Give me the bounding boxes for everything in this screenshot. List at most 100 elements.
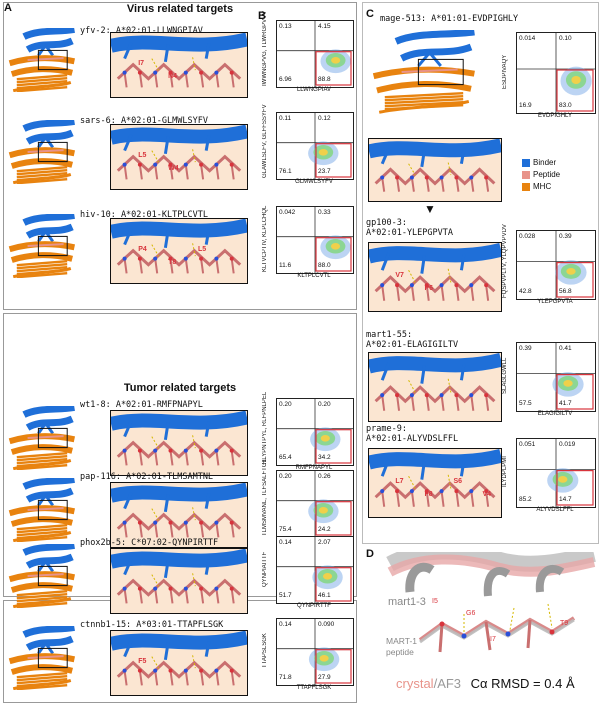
- flow-plot-frame: [516, 342, 596, 412]
- zoom-pap-116: [110, 482, 248, 548]
- q-lower-right: 41.7: [559, 400, 572, 407]
- structure-sars-6: [8, 120, 76, 184]
- flow-plot-frame: [516, 32, 596, 114]
- plot-y-label: SLAGLGWLL: [502, 357, 508, 395]
- zoom-mage-513: [368, 138, 502, 202]
- zoom-hiv-10: P4 T8 L5: [110, 218, 248, 284]
- panel-d-res-t9: T9: [560, 620, 569, 627]
- q-upper-right: 4.15: [318, 23, 331, 30]
- target-label-phox2b-5: phox2b-5: C*07:02-QYNPIRTTF: [80, 538, 219, 548]
- panel-d-peptide-label: MART-1 peptide: [386, 636, 417, 658]
- residue-label: I7: [138, 59, 145, 67]
- structure-hiv-10: [8, 214, 76, 278]
- q-lower-right: 14.7: [559, 496, 572, 503]
- panel-d-peptide-line1: MART-1: [386, 636, 418, 646]
- q-upper-left: 0.028: [519, 233, 536, 240]
- q-lower-left: 85.2: [519, 496, 532, 503]
- q-upper-left: 0.014: [519, 35, 536, 42]
- residue-label: F5: [138, 657, 147, 665]
- plot-y-label: IWWNGPVG, TLWRGPVVV: [262, 10, 268, 86]
- plot-y-label: TLMSMVANL, TLFSALFTGL: [262, 459, 268, 536]
- legend-item-peptide: Peptide: [522, 170, 560, 179]
- q-lower-right: 88.8: [318, 76, 331, 83]
- plot-x-label: ELAGIGILTV: [537, 411, 573, 417]
- plot-y-label: ESDPIVAQY: [502, 54, 508, 90]
- panel-d-caption: crystal/AF3 Cα RMSD = 0.4 Å: [396, 676, 575, 691]
- panel-d-binder-label: mart1-3: [388, 596, 426, 608]
- residue-label: F8: [424, 491, 433, 499]
- q-lower-left: 6.96: [279, 76, 292, 83]
- q-lower-right: 23.7: [318, 168, 331, 175]
- residue-label: V7: [395, 271, 404, 279]
- plot-x-label: GLMWLSYFV: [295, 179, 333, 185]
- target-label-gp100-3-name: gp100-3:: [366, 218, 407, 228]
- q-upper-right: 0.33: [318, 209, 331, 216]
- residue-label: V4: [482, 491, 492, 499]
- panel-label-b: B: [258, 10, 266, 22]
- flow-plot-frame: [276, 112, 354, 180]
- q-upper-right: 0.12: [318, 115, 331, 122]
- q-upper-left: 0.14: [279, 621, 292, 628]
- af3-text: AF3: [437, 676, 462, 691]
- sep-text: /: [433, 676, 438, 691]
- panel-label-a: A: [4, 2, 12, 14]
- plot-x-label: QYNPIRTTF: [297, 603, 331, 609]
- q-upper-left: 0.20: [279, 473, 292, 480]
- residue-label: L7: [395, 477, 404, 485]
- q-lower-right: 88.0: [318, 262, 331, 269]
- target-label-pap-116: pap-116: A*02:01-TLMSAMTNL: [80, 472, 214, 482]
- panel-d-structure: [386, 552, 596, 653]
- q-upper-left: 0.20: [279, 401, 292, 408]
- panel-d-peptide-line2: peptide: [386, 647, 414, 657]
- target-label-prame-9-name: prame-9:: [366, 424, 407, 434]
- zoom-sars-6: L5 W4: [110, 124, 248, 190]
- flow-plot-frame: [516, 230, 596, 300]
- q-upper-left: 0.042: [279, 209, 296, 216]
- q-lower-right: 24.2: [318, 526, 331, 533]
- target-label-hiv-10: hiv-10: A*02:01-KLTPLCVTL: [80, 210, 208, 220]
- residue-label: P4: [138, 245, 147, 253]
- q-lower-left: 65.4: [279, 454, 292, 461]
- q-lower-left: 71.8: [279, 674, 292, 681]
- q-lower-left: 42.8: [519, 288, 532, 295]
- zoom-prame-9: L7 F8 S6 V4: [368, 448, 502, 518]
- flow-plot-frame: [276, 20, 354, 88]
- zoom-wt1-8: [110, 410, 248, 476]
- target-label-yfv-2: yfv-2: A*02:01-LLWNGPIAV: [80, 26, 203, 36]
- q-lower-left: 16.9: [519, 102, 532, 109]
- structure-mage-513: [372, 30, 475, 114]
- panel-label-d: D: [366, 548, 374, 560]
- q-lower-right: 34.2: [318, 454, 331, 461]
- residue-label: P6: [424, 285, 433, 293]
- q-upper-right: 2.07: [318, 539, 331, 546]
- structure-wt1-8: [8, 406, 76, 470]
- tumor-group-title: Tumor related targets: [123, 382, 237, 394]
- flow-plot-frame: [516, 438, 596, 508]
- target-label-mart1-55-sequence: A*02:01-ELAGIGILTV: [366, 340, 459, 350]
- panel-d-res-i7: I7: [490, 636, 496, 643]
- plot-x-label: TTAPFLSGK: [296, 685, 332, 691]
- plot-y-label: FQSPVPLTV, YLQPVPVDV: [502, 224, 508, 298]
- q-lower-right: 27.9: [318, 674, 331, 681]
- residue-label: L5: [198, 245, 207, 253]
- zoom-yfv-2: I7 N4: [110, 32, 248, 98]
- plot-x-label: KLTPLCVTL: [297, 273, 331, 279]
- structure-pap-116: [8, 478, 76, 542]
- q-upper-right: 0.39: [559, 233, 572, 240]
- target-label-sars-6: sars-6: A*02:01-GLMWLSYFV: [80, 116, 208, 126]
- panel-label-c: C: [366, 8, 374, 20]
- legend-swatch: [522, 182, 530, 191]
- legend-label: MHC: [533, 182, 552, 191]
- q-lower-right: 46.1: [318, 592, 331, 599]
- q-upper-right: 0.20: [318, 401, 331, 408]
- q-upper-left: 0.051: [519, 441, 536, 448]
- plot-y-label: TTAPSLSGK: [262, 633, 268, 669]
- virus-group-box: Virus related targets: [3, 2, 357, 310]
- legend-swatch: [522, 158, 530, 167]
- legend-item-binder: Binder: [522, 158, 556, 167]
- q-lower-left: 76.1: [279, 168, 292, 175]
- plot-y-label: KLTVCPTIV, KLPLCHQL: [262, 205, 268, 272]
- q-upper-left: 0.39: [519, 345, 532, 352]
- q-lower-left: 57.5: [519, 400, 532, 407]
- zoom-mart1-55: [368, 352, 502, 422]
